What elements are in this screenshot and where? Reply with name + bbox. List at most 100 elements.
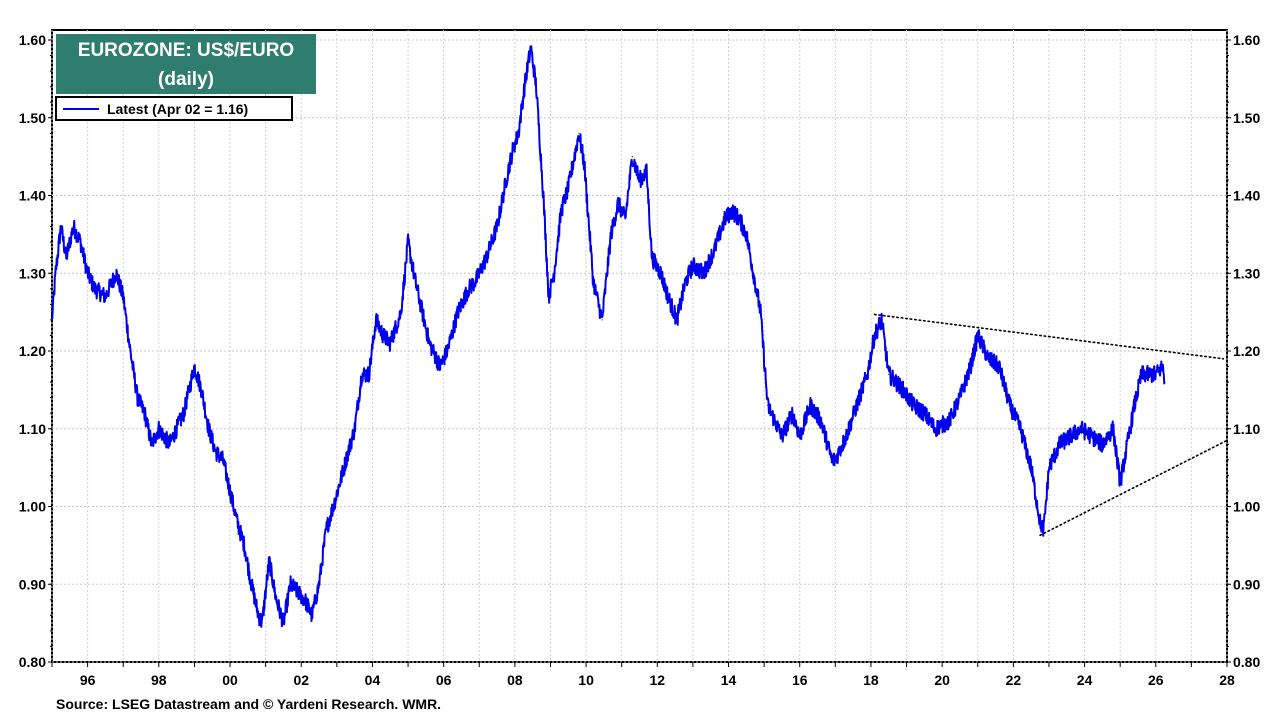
y-tick-label-right: 1.40 xyxy=(1233,188,1260,204)
x-tick-label: 28 xyxy=(1219,672,1235,688)
series-point xyxy=(583,163,585,165)
series-point xyxy=(738,218,740,220)
x-tick-label: 98 xyxy=(151,672,167,688)
series-point xyxy=(318,583,320,585)
series-point xyxy=(72,226,74,228)
series-point xyxy=(548,295,550,298)
series-point xyxy=(1009,404,1011,407)
series-point xyxy=(200,389,203,391)
series-point xyxy=(1080,428,1082,430)
series-point xyxy=(1119,482,1121,484)
series-point xyxy=(158,428,160,430)
series-point xyxy=(567,187,569,189)
series-point xyxy=(289,583,292,585)
series-point xyxy=(1155,373,1157,375)
x-tick-label: 08 xyxy=(507,672,523,688)
chart-title: EUROZONE: US$/EURO xyxy=(77,40,295,61)
series-point xyxy=(617,202,619,204)
series-point xyxy=(770,412,772,414)
legend-swatch xyxy=(63,107,99,110)
series-point xyxy=(560,210,562,212)
x-tick-label: 14 xyxy=(721,672,737,688)
series-point xyxy=(275,599,277,601)
series-point xyxy=(446,350,448,352)
series-point xyxy=(143,412,146,414)
series-point xyxy=(208,428,210,430)
y-tick-label: 1.40 xyxy=(19,188,46,204)
series-point xyxy=(389,342,391,344)
series-point xyxy=(496,226,498,228)
y-tick-label: 0.80 xyxy=(19,654,46,670)
series-point xyxy=(400,311,402,313)
y-tick-label-right: 1.00 xyxy=(1233,499,1260,515)
x-tick-label: 20 xyxy=(934,672,950,688)
series-point xyxy=(948,420,950,422)
series-point xyxy=(524,78,527,80)
series-point xyxy=(87,272,89,274)
series-point xyxy=(439,365,441,368)
series-point xyxy=(1069,435,1071,438)
series-point xyxy=(592,280,594,282)
series-point xyxy=(475,280,477,282)
series-point xyxy=(65,257,67,259)
series-point xyxy=(1162,365,1164,368)
series-point xyxy=(1133,404,1136,407)
series-point xyxy=(845,435,847,438)
x-tick-label: 16 xyxy=(792,672,808,688)
series-point xyxy=(407,241,409,243)
series-point xyxy=(1043,529,1045,531)
series-point xyxy=(297,591,299,593)
series-point xyxy=(792,412,794,414)
trendlines xyxy=(873,313,1228,537)
series-point xyxy=(676,319,678,321)
y-tick-label: 0.90 xyxy=(19,576,46,592)
series-point xyxy=(428,342,431,344)
series-point xyxy=(873,334,876,337)
y-tick-label-right: 1.30 xyxy=(1233,265,1260,281)
y-tick-label: 1.60 xyxy=(19,32,46,48)
series-point xyxy=(368,373,370,375)
series-point xyxy=(638,179,641,181)
series-point xyxy=(713,249,715,251)
grid-lines xyxy=(51,30,1228,663)
series-point xyxy=(343,467,345,469)
series-point xyxy=(601,319,603,321)
series-point xyxy=(913,404,915,407)
series-point xyxy=(457,311,459,313)
x-tick-label: 18 xyxy=(863,672,879,688)
x-tick-label: 06 xyxy=(436,672,452,688)
series-point xyxy=(866,373,868,375)
series-point xyxy=(1019,428,1022,430)
series-point xyxy=(268,560,270,562)
series-lines xyxy=(51,45,1166,628)
series-point xyxy=(414,280,416,282)
series-point xyxy=(1048,467,1050,469)
series-point xyxy=(1164,381,1166,383)
x-tick-label: 12 xyxy=(650,672,666,688)
series-point xyxy=(752,272,755,274)
y-tick-label: 1.50 xyxy=(19,110,46,126)
series-point xyxy=(361,373,363,375)
series-point xyxy=(354,428,356,430)
series-point xyxy=(243,544,245,546)
series-point xyxy=(923,412,925,414)
series-point xyxy=(79,241,82,243)
series-point xyxy=(767,404,769,407)
series-point xyxy=(856,404,858,407)
series-point xyxy=(1030,467,1032,469)
series-point xyxy=(1126,443,1128,445)
series-point xyxy=(809,404,812,407)
series-point xyxy=(485,257,487,259)
series-point xyxy=(977,334,979,337)
series-point xyxy=(731,210,733,212)
y-axis-right: 0.80 0.90 1.00 1.10 1.20 1.30 1.40 1.50 1.60 xyxy=(1227,32,1260,670)
series-point xyxy=(136,397,139,399)
series-point xyxy=(692,264,694,267)
trendline xyxy=(873,313,1225,360)
x-tick-label: 24 xyxy=(1077,672,1093,688)
series-point xyxy=(820,420,822,422)
series-point xyxy=(970,365,972,368)
series-point xyxy=(646,171,648,173)
series-point xyxy=(702,272,705,274)
